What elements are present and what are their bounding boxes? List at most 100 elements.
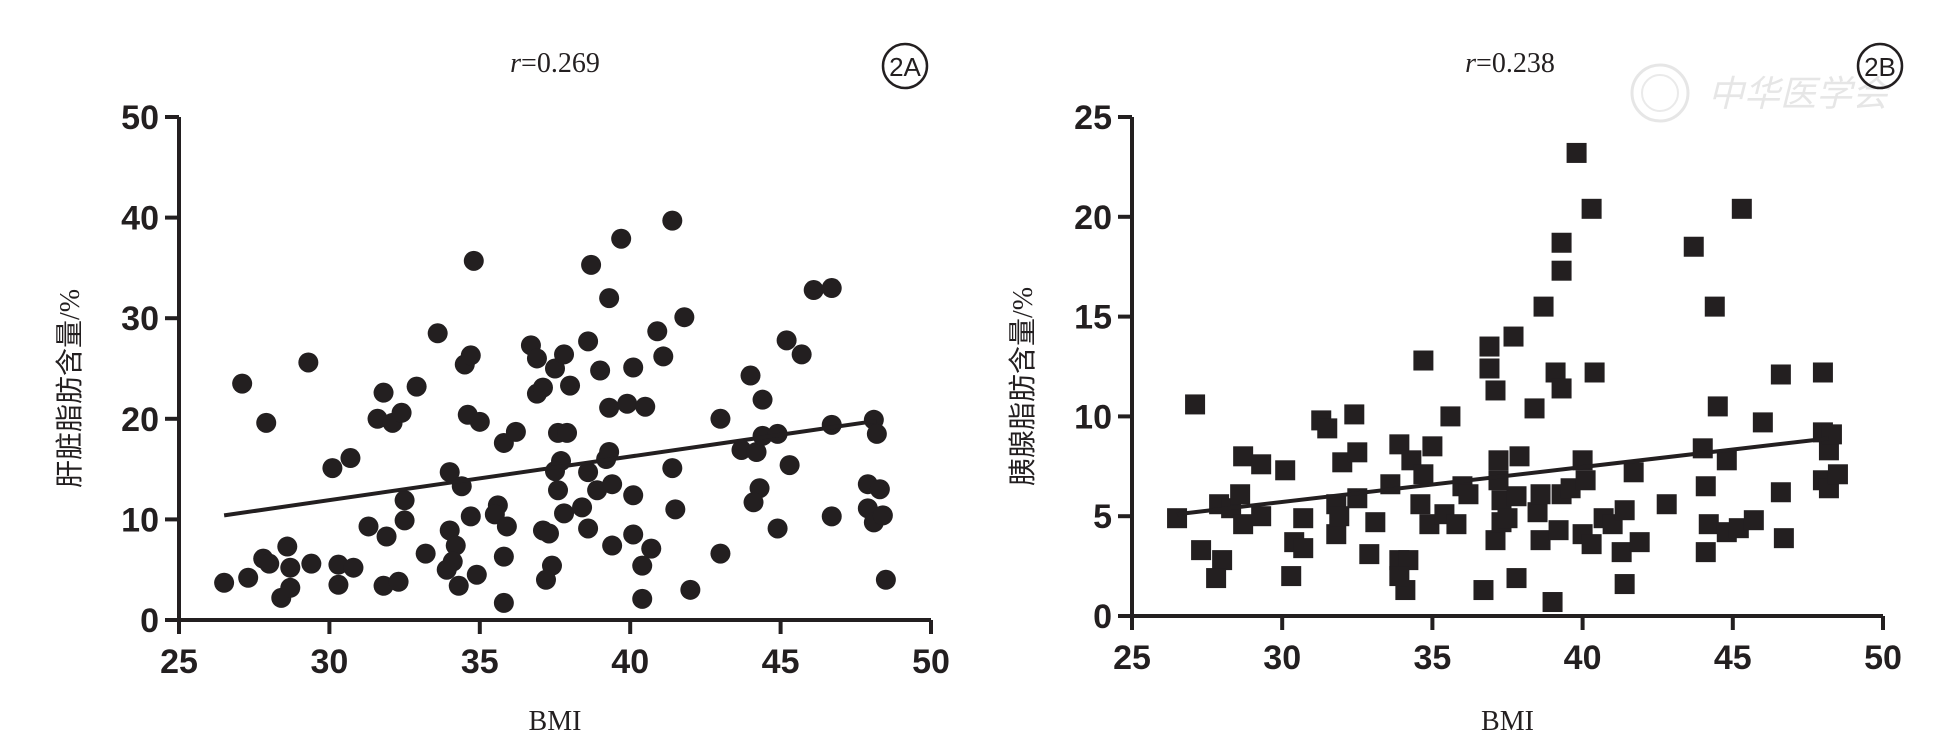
- data-point: [1233, 514, 1254, 535]
- data-point: [1827, 464, 1848, 485]
- data-point: [1458, 484, 1479, 505]
- data-point: [1326, 524, 1347, 545]
- data-point: [1479, 336, 1500, 357]
- x-tick-label: 40: [1564, 639, 1602, 677]
- data-point: [641, 538, 662, 559]
- data-point: [767, 518, 788, 539]
- data-point: [1524, 398, 1545, 419]
- data-point: [1566, 142, 1587, 163]
- data-point: [1695, 476, 1716, 497]
- y-tick-label: 5: [1093, 498, 1112, 536]
- data-point: [1413, 464, 1434, 485]
- data-point: [1497, 508, 1518, 529]
- data-point: [232, 373, 253, 394]
- y-tick-label: 20: [1074, 199, 1112, 237]
- data-point: [532, 377, 553, 398]
- data-point: [647, 321, 668, 342]
- data-point: [872, 505, 893, 526]
- data-point: [322, 458, 343, 479]
- chart-2b: r=0.238 2B 25 30 35 40 45 50 0 5 10 15 20 25 BMI 胰腺脂肪含量…: [1007, 42, 1904, 737]
- data-point: [746, 441, 767, 462]
- data-point: [1167, 508, 1188, 529]
- data-point: [623, 524, 644, 545]
- data-point: [665, 499, 686, 520]
- data-point: [1818, 440, 1839, 461]
- data-point: [1191, 540, 1212, 561]
- data-point: [653, 346, 674, 367]
- data-point: [1623, 462, 1644, 483]
- data-point: [1293, 508, 1314, 529]
- y-axis-label: 胰腺脂肪含量/%: [1007, 287, 1039, 486]
- data-point: [572, 497, 593, 518]
- chart-title: r=0.269: [510, 48, 600, 79]
- data-point: [578, 462, 599, 483]
- data-point: [373, 382, 394, 403]
- data-point: [373, 575, 394, 596]
- data-point: [328, 574, 349, 595]
- data-point: [1344, 404, 1365, 425]
- data-point: [560, 375, 581, 396]
- data-point: [1479, 358, 1500, 379]
- data-point: [731, 439, 752, 460]
- data-point: [1581, 198, 1602, 219]
- data-point: [1551, 232, 1572, 253]
- data-point: [1332, 452, 1353, 473]
- data-point: [469, 411, 490, 432]
- data-point: [1551, 260, 1572, 281]
- data-point: [602, 474, 623, 495]
- data-point: [1446, 514, 1467, 535]
- data-point: [526, 348, 547, 369]
- data-point: [869, 479, 890, 500]
- data-point: [1584, 362, 1605, 383]
- watermark-seal-icon: [1630, 63, 1690, 123]
- data-point: [578, 331, 599, 352]
- data-point: [743, 492, 764, 513]
- data-point: [635, 396, 656, 417]
- data-point: [1251, 454, 1272, 475]
- data-point: [599, 397, 620, 418]
- data-point: [1743, 510, 1764, 531]
- watermark-seal-inner: [1641, 74, 1679, 112]
- data-point: [394, 510, 415, 531]
- data-point: [548, 480, 569, 501]
- data-point: [1185, 394, 1206, 415]
- data-point: [617, 393, 638, 414]
- data-point: [581, 254, 602, 275]
- data-point: [1614, 574, 1635, 595]
- data-point: [803, 280, 824, 301]
- data-point: [1329, 506, 1350, 527]
- data-point: [821, 506, 842, 527]
- x-tick-label: 50: [912, 643, 950, 681]
- data-point: [791, 344, 812, 365]
- data-point: [1509, 446, 1530, 467]
- data-point: [1491, 490, 1512, 511]
- data-point: [1704, 296, 1725, 317]
- data-point: [280, 557, 301, 578]
- data-point: [1530, 530, 1551, 551]
- data-point: [1389, 566, 1410, 587]
- x-tick-label: 50: [1864, 639, 1902, 677]
- data-point: [343, 557, 364, 578]
- data-point: [388, 571, 409, 592]
- data-point: [358, 516, 379, 537]
- x-tick-label: 45: [762, 643, 800, 681]
- data-point: [1317, 418, 1338, 439]
- data-point: [1773, 528, 1794, 549]
- data-point: [1413, 350, 1434, 371]
- y-tick-label: 50: [121, 99, 159, 137]
- watermark-text: 中华医学会: [1708, 74, 1892, 115]
- data-point: [340, 448, 361, 469]
- data-point: [1212, 550, 1233, 571]
- data-point: [1545, 362, 1566, 383]
- data-point: [505, 421, 526, 442]
- data-point: [1473, 580, 1494, 601]
- data-point: [1527, 502, 1548, 523]
- data-point: [1359, 544, 1380, 565]
- data-point: [1575, 470, 1596, 491]
- x-tick-label: 25: [1113, 639, 1151, 677]
- data-point: [554, 344, 575, 365]
- x-tick-label: 35: [461, 643, 499, 681]
- data-point: [1293, 538, 1314, 559]
- title-value: =0.269: [521, 48, 600, 79]
